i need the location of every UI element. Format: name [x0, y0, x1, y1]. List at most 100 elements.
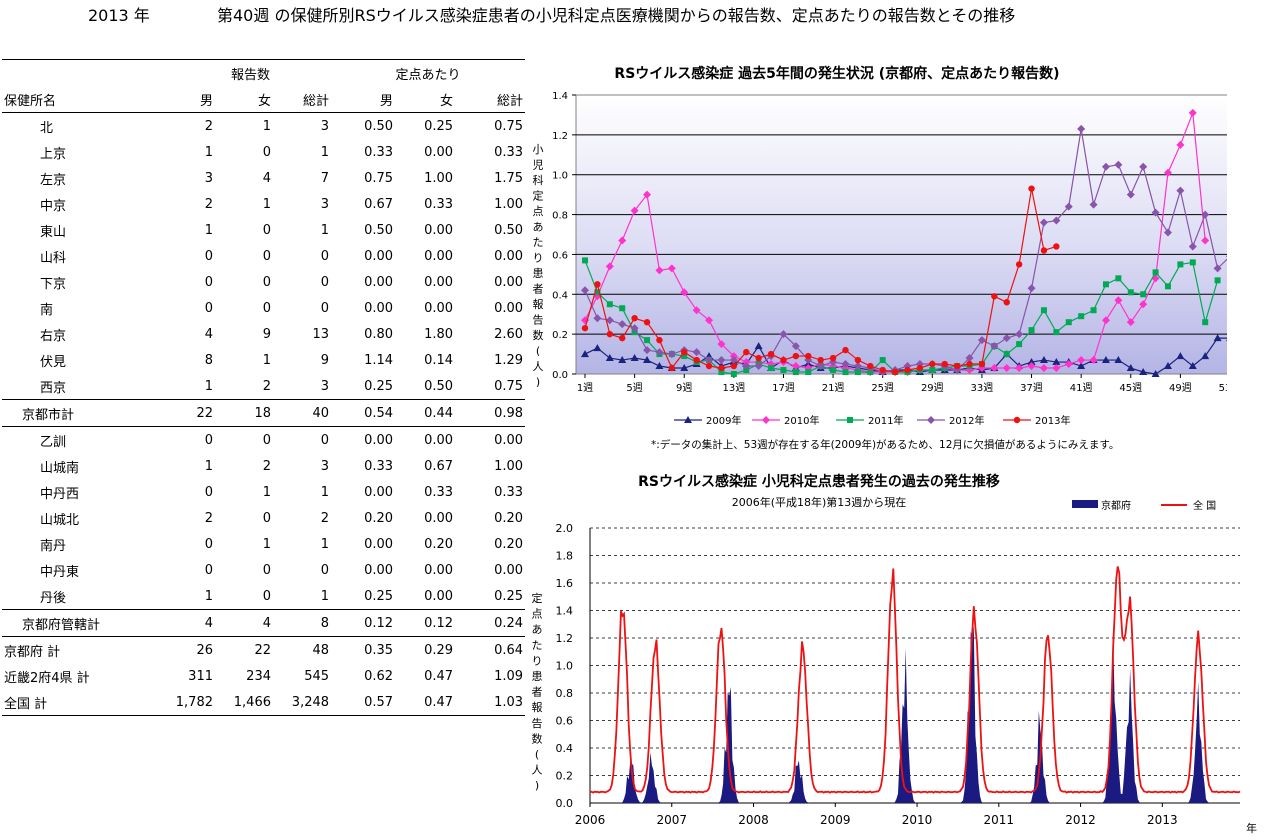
data-point: [1101, 162, 1110, 171]
data-point: [792, 352, 800, 360]
data-point: [1139, 368, 1148, 376]
series-2013年: [581, 185, 1060, 376]
y-axis-label-char: 点: [532, 608, 543, 621]
cell-male-per-site: 0.67: [364, 196, 394, 212]
cell-female-per-site: 0.00: [424, 274, 454, 290]
cell-total-per-site: 0.20: [494, 536, 524, 552]
data-point: [978, 360, 986, 368]
cell-total-per-site: 0.98: [455, 399, 526, 427]
data-point: [1188, 108, 1197, 117]
cell-male-per-site: 0.00: [364, 248, 394, 264]
cell-total-per-site: 0.00: [494, 274, 524, 290]
row-name: 山科: [40, 250, 67, 266]
cell-male-per-site: 0.62: [364, 668, 394, 684]
group-header-per-site: 定点あたり: [331, 59, 526, 86]
x-axis-label: 年: [1246, 821, 1257, 835]
chart-title: RSウイルス感染症 小児科定点患者発生の過去の発生推移: [638, 473, 1000, 490]
cell-female: 0: [262, 588, 271, 604]
row-name: 左京: [40, 172, 67, 188]
data-point: [729, 356, 738, 365]
chart-note: *:データの集計上、53週が存在する年(2009年)があるため、12月に欠損値が…: [651, 438, 1119, 451]
cell-total: 3,248: [273, 689, 332, 716]
data-point: [1226, 255, 1227, 258]
x-tick-label: 2012: [1065, 813, 1096, 827]
data-point: [1089, 200, 1098, 209]
data-point: [1077, 124, 1086, 133]
cell-male-per-site: 1.14: [364, 352, 394, 368]
cell-total: 13: [312, 326, 330, 342]
five-year-chart: RSウイルス感染症 過去5年間の発生状況 (京都府、定点あたり報告数) 0.0 0.…: [533, 65, 1227, 451]
cell-male: 3: [204, 170, 213, 186]
data-point: [780, 356, 787, 364]
y-tick-label: 0.2: [552, 330, 568, 341]
data-point: [1015, 261, 1023, 268]
data-point: [1226, 339, 1227, 342]
cell-female: 1: [262, 536, 271, 552]
data-point: [630, 324, 639, 333]
data-point: [618, 236, 627, 245]
y-tick-label: 0.2: [556, 770, 574, 783]
data-point: [842, 369, 849, 376]
data-point: [717, 356, 726, 365]
cell-total-per-site: 0.75: [494, 378, 524, 394]
cell-female: 4: [262, 170, 271, 186]
x-tick-label: 17週: [772, 382, 795, 394]
data-point: [977, 336, 986, 345]
data-point: [792, 369, 799, 376]
cell-female: 22: [215, 636, 273, 663]
row-name: 東山: [40, 224, 67, 240]
data-point: [581, 350, 589, 358]
legend-label: 2009年: [706, 414, 741, 427]
data-point: [1213, 264, 1222, 273]
chart-subtitle: 2006年(平成18年)第13週から現在: [732, 495, 907, 509]
data-point: [966, 360, 973, 368]
cell-total: 7: [320, 170, 330, 186]
row-name: 丹後: [40, 590, 67, 606]
table-row: 上京 1 0 1 0.33 0.00 0.33: [2, 139, 525, 165]
data-point: [619, 334, 626, 342]
data-point: [1163, 168, 1172, 177]
data-point: [780, 367, 787, 374]
cell-female: 0: [262, 144, 271, 160]
y-tick-label: 0.8: [556, 687, 574, 700]
row-name: 近畿2府4県 計: [4, 670, 90, 686]
table-row: 東山 1 0 1 0.50 0.00 0.50: [2, 217, 525, 243]
data-point: [1164, 283, 1171, 290]
cell-female-per-site: 0.00: [424, 562, 454, 578]
x-tick-label: 1週: [577, 382, 593, 394]
column-header-total: 総計: [273, 86, 332, 113]
data-point: [730, 371, 737, 377]
row-name: 南: [40, 302, 54, 318]
group-header-reports: 報告数: [170, 59, 332, 86]
x-tick-label: 49週: [1169, 382, 1192, 394]
cell-female-per-site: 0.29: [395, 636, 456, 663]
data-point: [1115, 275, 1122, 282]
y-axis-label-char: 定: [532, 591, 543, 605]
y-tick-label: 0.6: [556, 715, 574, 728]
x-tick-label: 29週: [921, 382, 944, 394]
data-point: [754, 362, 763, 371]
cell-total-per-site: 0.00: [494, 248, 524, 264]
y-axis-label-char: (: [536, 345, 540, 358]
cell-total: 1: [320, 222, 330, 238]
cell-female: 2: [262, 458, 271, 474]
data-point: [680, 364, 689, 372]
cell-female: 0: [262, 222, 271, 238]
table-row: 山城北 2 0 2 0.20 0.00 0.20: [2, 505, 525, 531]
cell-male: 2: [204, 118, 213, 134]
data-point: [904, 366, 911, 374]
report-year: 2013 年: [88, 6, 150, 25]
data-point: [1213, 334, 1222, 342]
data-point: [879, 357, 886, 364]
data-point: [1053, 243, 1060, 250]
table-row: 伏見 8 1 9 1.14 0.14 1.29: [2, 347, 525, 373]
data-point: [606, 301, 613, 308]
row-name: 伏見: [40, 354, 67, 370]
data-point: [655, 266, 664, 275]
row-name: 中京: [40, 198, 67, 214]
cell-total: 0: [320, 248, 330, 264]
y-axis-label-char: 者: [532, 686, 543, 699]
data-point: [655, 362, 664, 370]
data-point: [606, 330, 614, 338]
cell-total: 0: [320, 274, 330, 290]
